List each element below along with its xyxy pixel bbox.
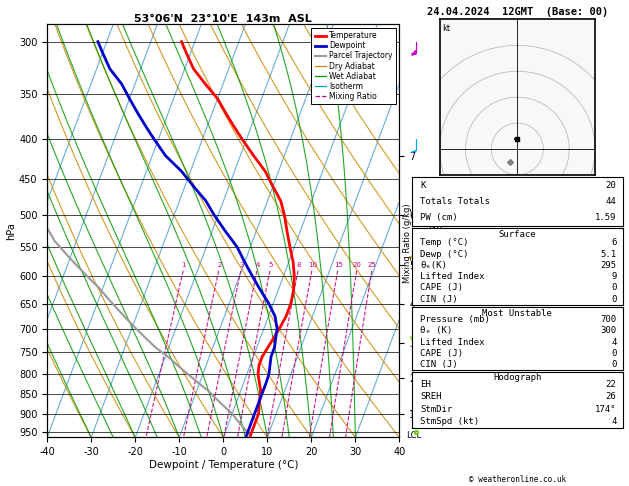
Text: K: K (420, 181, 426, 190)
Text: Lifted Index: Lifted Index (420, 272, 485, 281)
Text: Surface: Surface (499, 230, 536, 239)
Text: 300: 300 (600, 327, 616, 335)
Text: θₑ (K): θₑ (K) (420, 327, 453, 335)
Text: 6: 6 (611, 238, 616, 247)
Legend: Temperature, Dewpoint, Parcel Trajectory, Dry Adiabat, Wet Adiabat, Isotherm, Mi: Temperature, Dewpoint, Parcel Trajectory… (311, 28, 396, 104)
Text: StmDir: StmDir (420, 405, 453, 414)
Text: CAPE (J): CAPE (J) (420, 283, 464, 293)
Text: EH: EH (420, 380, 431, 389)
Text: 22: 22 (606, 380, 616, 389)
Text: Totals Totals: Totals Totals (420, 197, 490, 206)
Text: 0: 0 (611, 360, 616, 369)
Text: 1.59: 1.59 (595, 213, 616, 222)
Text: 20: 20 (606, 181, 616, 190)
Text: 295: 295 (600, 261, 616, 270)
X-axis label: Dewpoint / Temperature (°C): Dewpoint / Temperature (°C) (148, 460, 298, 470)
Text: 20: 20 (353, 262, 362, 268)
Text: StmSpd (kt): StmSpd (kt) (420, 417, 479, 426)
Y-axis label: hPa: hPa (6, 222, 16, 240)
Text: 3: 3 (239, 262, 243, 268)
Text: Hodograph: Hodograph (493, 373, 542, 382)
Text: Lifted Index: Lifted Index (420, 338, 485, 347)
Text: 4: 4 (611, 338, 616, 347)
Text: 5.1: 5.1 (600, 249, 616, 259)
Text: 0: 0 (611, 295, 616, 304)
Text: 8: 8 (296, 262, 301, 268)
Text: 0: 0 (611, 348, 616, 358)
Text: Temp (°C): Temp (°C) (420, 238, 469, 247)
Text: CAPE (J): CAPE (J) (420, 348, 464, 358)
Text: 5: 5 (268, 262, 272, 268)
Text: 44: 44 (606, 197, 616, 206)
Text: PW (cm): PW (cm) (420, 213, 458, 222)
Text: 25: 25 (368, 262, 377, 268)
Title: 53°06'N  23°10'E  143m  ASL: 53°06'N 23°10'E 143m ASL (135, 14, 312, 23)
Text: 15: 15 (334, 262, 343, 268)
Text: Pressure (mb): Pressure (mb) (420, 315, 490, 324)
Text: kt: kt (443, 24, 451, 33)
Text: 9: 9 (611, 272, 616, 281)
Text: SREH: SREH (420, 392, 442, 401)
Text: 4: 4 (611, 417, 616, 426)
Text: 4: 4 (255, 262, 260, 268)
Text: θₑ(K): θₑ(K) (420, 261, 447, 270)
Text: CIN (J): CIN (J) (420, 295, 458, 304)
Text: 10: 10 (308, 262, 317, 268)
Text: CIN (J): CIN (J) (420, 360, 458, 369)
Text: 174°: 174° (595, 405, 616, 414)
Text: Most Unstable: Most Unstable (482, 309, 552, 318)
Text: 0: 0 (611, 283, 616, 293)
Text: LCL: LCL (406, 431, 421, 440)
Text: 26: 26 (606, 392, 616, 401)
Text: 1: 1 (182, 262, 186, 268)
Text: 2: 2 (217, 262, 221, 268)
Text: 700: 700 (600, 315, 616, 324)
Text: 24.04.2024  12GMT  (Base: 00): 24.04.2024 12GMT (Base: 00) (426, 7, 608, 17)
Text: Mixing Ratio (g/kg): Mixing Ratio (g/kg) (403, 203, 411, 283)
Text: Dewp (°C): Dewp (°C) (420, 249, 469, 259)
Text: © weatheronline.co.uk: © weatheronline.co.uk (469, 474, 566, 484)
Y-axis label: km
ASL: km ASL (426, 221, 443, 241)
